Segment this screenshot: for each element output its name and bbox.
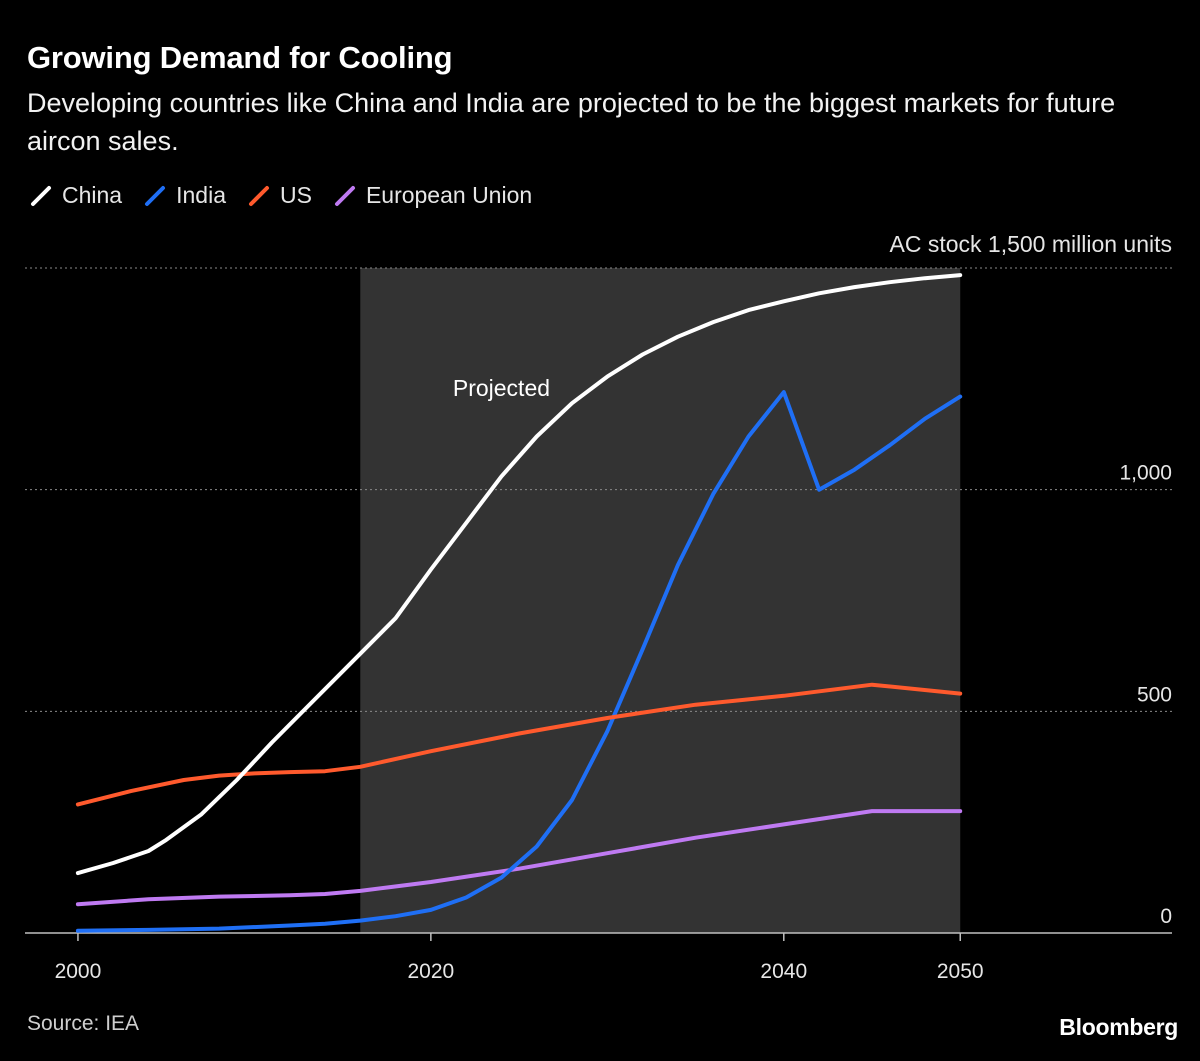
legend-swatch-china: [31, 185, 51, 206]
projected-region: [360, 268, 961, 933]
legend-item-us: US: [248, 182, 312, 209]
x-tick-label: 2020: [408, 960, 455, 983]
projected-label: Projected: [453, 375, 550, 401]
series-line-india: [75, 390, 963, 933]
bloomberg-logo: Bloomberg: [1059, 1014, 1178, 1040]
legend-label-india: India: [176, 182, 226, 208]
series-line-european-union: [75, 809, 963, 907]
series-line-us: [75, 682, 963, 807]
legend-swatch-eu: [334, 185, 355, 206]
source-note: Source: IEA: [27, 1012, 140, 1035]
x-tick-label: 2050: [937, 960, 984, 983]
legend-item-eu: European Union: [334, 182, 532, 209]
legend-swatch-india: [145, 185, 166, 206]
series-line-china: [75, 273, 963, 876]
x-tick-label: 2040: [760, 960, 807, 983]
legend-label-eu: European Union: [365, 182, 533, 208]
y-tick-label: 0: [1160, 905, 1172, 928]
y-axis-title: AC stock 1,500 million units: [889, 231, 1172, 257]
line-chart: Projected 0 500 1,000 AC stock 1,500 million…: [25, 231, 1172, 983]
chart-subtitle: Developing countries like China and Indi…: [27, 88, 1116, 156]
y-tick-label: 1,000: [1119, 462, 1172, 485]
legend-label-us: US: [279, 182, 312, 208]
x-tick-label: 2000: [55, 960, 102, 983]
legend-label-china: China: [62, 182, 123, 208]
legend-item-china: China: [30, 182, 122, 209]
chart-legend: China India US European Union: [30, 182, 554, 209]
legend-item-india: India: [144, 182, 226, 209]
chart-title: Growing Demand for Cooling: [27, 40, 453, 75]
legend-swatch-us: [248, 185, 269, 206]
y-tick-label: 500: [1137, 683, 1172, 706]
